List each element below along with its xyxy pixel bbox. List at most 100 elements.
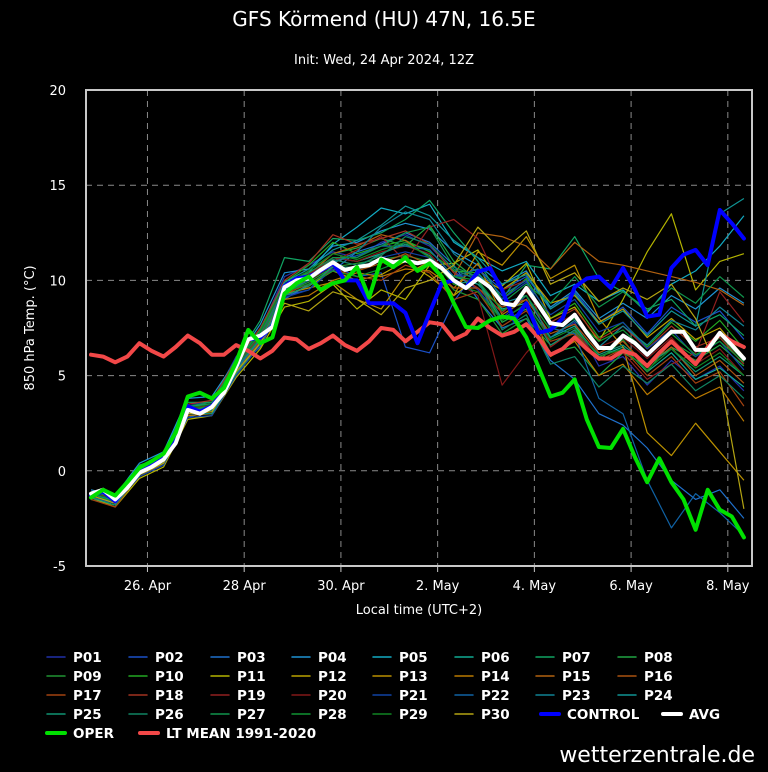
- y-tick-label: 20: [49, 84, 66, 99]
- legend-item-p18: P18: [128, 688, 184, 704]
- legend-item-oper: OPER: [45, 726, 115, 742]
- legend-label: P19: [237, 688, 266, 704]
- legend-label: P16: [644, 669, 673, 685]
- legend-item-p11: P11: [210, 669, 266, 685]
- legend-item-p06: P06: [454, 650, 510, 666]
- legend: P01 P02 P03 P04 P05 P06 P07 P08 P09 P10 P11 P12 P13 P…: [45, 650, 720, 742]
- legend-item-p25: P25: [46, 707, 102, 723]
- legend-item-avg: AVG: [661, 707, 720, 723]
- legend-label: P10: [155, 669, 184, 685]
- x-axis-label: Local time (UTC+2): [356, 603, 482, 618]
- x-axis-ticks: 26. Apr 28 Apr 30. Apr 2. May 4. May 6. May 8.…: [124, 566, 750, 594]
- legend-item-p30: P30: [454, 707, 510, 723]
- legend-label: P25: [73, 707, 102, 723]
- legend-item-p19: P19: [210, 688, 266, 704]
- legend-label: P09: [73, 669, 102, 685]
- y-axis-ticks: -5 0 5 10 15 20: [49, 84, 66, 575]
- legend-item-control: CONTROL: [539, 707, 640, 723]
- legend-label: P01: [73, 650, 102, 666]
- series-line-oper: [89, 255, 746, 540]
- series-line-p04: [90, 222, 745, 497]
- legend-label: P04: [318, 650, 347, 666]
- legend-label: P27: [237, 707, 266, 723]
- legend-item-p12: P12: [291, 669, 347, 685]
- legend-item-p22: P22: [454, 688, 510, 704]
- legend-label: P05: [399, 650, 428, 666]
- series-line-lt-mean: [89, 316, 746, 369]
- legend-item-p16: P16: [617, 669, 673, 685]
- x-tick-label: 26. Apr: [124, 579, 172, 594]
- legend-item-p01: P01: [46, 650, 102, 666]
- main-series: [89, 208, 746, 540]
- x-tick-label: 30. Apr: [317, 579, 365, 594]
- series-line-p27: [90, 226, 745, 499]
- series-line-avg: [89, 256, 746, 502]
- legend-item-p09: P09: [46, 669, 102, 685]
- legend-item-p10: P10: [128, 669, 184, 685]
- legend-label: P08: [644, 650, 673, 666]
- legend-label: LT MEAN 1991-2020: [166, 726, 316, 742]
- y-tick-label: 0: [58, 465, 66, 480]
- watermark: wetterzentrale.de: [559, 743, 755, 768]
- legend-item-p14: P14: [454, 669, 510, 685]
- legend-label: P23: [562, 688, 591, 704]
- legend-label: CONTROL: [567, 707, 640, 723]
- legend-label: P22: [481, 688, 510, 704]
- x-tick-label: 28 Apr: [223, 579, 267, 594]
- series-line-p29: [90, 241, 745, 500]
- y-tick-label: 15: [49, 179, 66, 194]
- legend-label: P15: [562, 669, 591, 685]
- x-tick-label: 6. May: [609, 579, 653, 594]
- legend-item-p27: P27: [210, 707, 266, 723]
- series-line-p22: [90, 245, 745, 536]
- legend-label: P28: [318, 707, 347, 723]
- legend-label: P18: [155, 688, 184, 704]
- legend-label: P17: [73, 688, 102, 704]
- series-line-p18: [90, 230, 745, 499]
- legend-item-p24: P24: [617, 688, 673, 704]
- legend-item-lt-mean-1991-2020: LT MEAN 1991-2020: [138, 726, 316, 742]
- x-tick-label: 4. May: [513, 579, 557, 594]
- y-tick-label: 5: [58, 370, 66, 385]
- legend-label: P02: [155, 650, 184, 666]
- legend-label: P26: [155, 707, 184, 723]
- legend-label: P29: [399, 707, 428, 723]
- legend-item-p13: P13: [372, 669, 428, 685]
- legend-item-p04: P04: [291, 650, 347, 666]
- legend-item-p05: P05: [372, 650, 428, 666]
- legend-item-p28: P28: [291, 707, 347, 723]
- legend-label: P14: [481, 669, 510, 685]
- legend-label: P03: [237, 650, 266, 666]
- legend-item-p07: P07: [535, 650, 591, 666]
- legend-label: P21: [399, 688, 428, 704]
- legend-item-p15: P15: [535, 669, 591, 685]
- legend-label: OPER: [73, 726, 115, 742]
- legend-item-p21: P21: [372, 688, 428, 704]
- legend-item-p17: P17: [46, 688, 102, 704]
- legend-item-p26: P26: [128, 707, 184, 723]
- chart-subtitle: Init: Wed, 24 Apr 2024, 12Z: [294, 53, 474, 68]
- x-tick-label: 2. May: [416, 579, 460, 594]
- legend-label: P07: [562, 650, 591, 666]
- legend-label: P24: [644, 688, 673, 704]
- legend-label: P12: [318, 669, 347, 685]
- legend-label: P30: [481, 707, 510, 723]
- legend-label: AVG: [689, 707, 720, 723]
- legend-item-p08: P08: [617, 650, 673, 666]
- legend-item-p03: P03: [210, 650, 266, 666]
- legend-item-p20: P20: [291, 688, 347, 704]
- legend-item-p02: P02: [128, 650, 184, 666]
- plot-frame: [85, 89, 753, 567]
- series-line-p11: [90, 213, 745, 508]
- y-tick-label: 10: [49, 274, 66, 289]
- legend-label: P11: [237, 669, 266, 685]
- x-tick-label: 8. May: [706, 579, 750, 594]
- series-line-p24: [90, 197, 745, 502]
- y-tick-label: -5: [53, 560, 66, 575]
- legend-label: P20: [318, 688, 347, 704]
- legend-label: P06: [481, 650, 510, 666]
- legend-item-p29: P29: [372, 707, 428, 723]
- legend-item-p23: P23: [535, 688, 591, 704]
